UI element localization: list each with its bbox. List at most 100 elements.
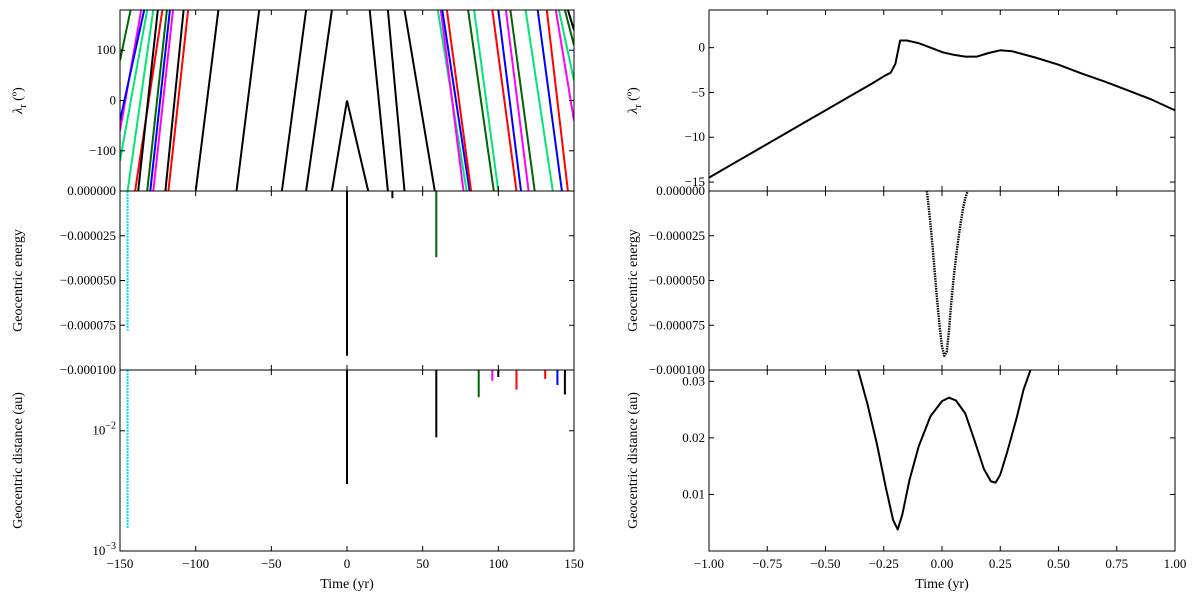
nominal-orbit-line-0 — [235, 10, 261, 191]
clone-orbit-line-21 — [524, 10, 554, 191]
x-tick-label: 50 — [416, 556, 429, 571]
right-distance-plot-area — [857, 370, 1032, 531]
y-tick-label: −0.000100 — [649, 362, 705, 377]
y-tick-label: 0.03 — [682, 373, 705, 388]
right-lambda-panel: 0 −5 −10 −15 λr (º) — [626, 9, 1176, 192]
left-distance-plot-area — [126, 370, 566, 529]
clone-orbit-line-14 — [445, 10, 473, 191]
x-tick-label: 0.50 — [1047, 556, 1070, 571]
right-column-plots: 0 −5 −10 −15 λr (º) 0.000000 −0.000025 −0.00005… — [626, 9, 1187, 592]
x-tick-label: 1.00 — [1164, 556, 1187, 571]
x-tick-label: −150 — [107, 556, 134, 571]
clone-orbit-line-15 — [467, 10, 495, 191]
left-lambda-panel: 100 0 −100 λr (º) — [11, 9, 575, 192]
left-column-plots: 100 0 −100 λr (º) 0.000000 −0.000025 −0.000050… — [11, 9, 584, 592]
clone-orbit-line-10 — [167, 10, 190, 191]
clone-orbit-line-23 — [545, 10, 569, 191]
left-xlabel: Time (yr) — [320, 577, 374, 592]
clone-orbit-line-4 — [126, 10, 155, 191]
nominal-orbit-line-8 — [403, 10, 436, 191]
right-lambda-ylabel: λr (º) — [626, 87, 644, 115]
right-distance-panel: 0.01 0.02 0.03 Geocentric distance (au) — [626, 369, 1176, 552]
nominal-orbit-line-2 — [305, 10, 333, 191]
right-distance-series-line — [857, 370, 1032, 531]
nominal-orbit-line-7 — [368, 10, 389, 191]
y-tick-label: −5 — [691, 84, 705, 99]
clone-orbit-line-12 — [439, 10, 465, 191]
right-energy-ylabel: Geocentric energy — [626, 229, 641, 332]
clone-orbit-line-18 — [497, 10, 522, 191]
left-distance-panel: 10−2 10−3 Geocentric distance (au) — [11, 369, 575, 558]
right-xlabel: Time (yr) — [915, 577, 969, 592]
right-distance-ylabel: Geocentric distance (au) — [626, 392, 641, 529]
left-distance-ylabel: Geocentric distance (au) — [11, 392, 26, 529]
x-tick-label: 0 — [344, 556, 351, 571]
y-tick-label: 10−2 — [92, 421, 116, 438]
y-tick-label: 0 — [110, 93, 117, 108]
clone-orbit-line-17 — [491, 10, 518, 191]
nominal-orbit-line-9 — [386, 10, 406, 191]
x-tick-label: 0.25 — [989, 556, 1012, 571]
y-tick-label: −0.000050 — [649, 273, 705, 288]
x-tick-label: −1.00 — [694, 556, 724, 571]
nominal-orbit-line-5 — [330, 100, 348, 191]
y-tick-label: 0.000000 — [656, 183, 705, 198]
y-tick-label: −10 — [685, 129, 705, 144]
y-tick-label: −0.000100 — [60, 362, 116, 377]
clone-orbit-line-2 — [120, 10, 146, 121]
right-energy-plot-area — [925, 191, 969, 357]
left-energy-ylabel: Geocentric energy — [11, 229, 26, 332]
clone-orbit-line-19 — [504, 10, 530, 191]
x-tick-label: 150 — [564, 556, 584, 571]
clone-orbit-line-22 — [536, 10, 563, 191]
clone-orbit-line-13 — [441, 10, 471, 191]
x-tick-label: 0.00 — [931, 556, 954, 571]
y-tick-label: −0.000025 — [649, 228, 705, 243]
y-tick-label: −15 — [685, 174, 705, 189]
clone-orbit-line-24 — [554, 10, 574, 121]
x-tick-label: −0.50 — [810, 556, 840, 571]
left-energy-panel: 0.000000 −0.000025 −0.000050 −0.000075 −0.00… — [11, 183, 575, 377]
clone-orbit-line-8 — [152, 10, 174, 191]
left-energy-plot-area — [126, 191, 438, 356]
clone-orbit-line-3 — [120, 10, 132, 61]
y-tick-label: 10−3 — [92, 541, 116, 558]
clone-orbit-line-7 — [149, 10, 171, 191]
clone-orbit-line-9 — [146, 10, 168, 191]
clone-orbit-line-20 — [509, 10, 536, 191]
y-tick-label: −0.000075 — [60, 317, 116, 332]
y-tick-label: 0.02 — [682, 430, 705, 445]
x-tick-label: −0.25 — [869, 556, 899, 571]
right-lambda-series-line — [709, 39, 1175, 179]
right-lambda-plot-area — [709, 39, 1175, 179]
nominal-orbit-line-6 — [346, 100, 370, 191]
clone-orbit-line-0 — [120, 10, 149, 161]
x-tick-label: −0.75 — [752, 556, 782, 571]
nominal-orbit-line-1 — [280, 10, 308, 191]
left-lambda-ylabel: λr (º) — [11, 87, 29, 115]
nominal-orbit-line-3 — [194, 10, 220, 191]
y-tick-label: −0.000050 — [60, 273, 116, 288]
x-tick-label: 0.75 — [1105, 556, 1128, 571]
y-tick-label: 0.000000 — [67, 183, 116, 198]
x-tick-label: −50 — [261, 556, 281, 571]
clone-orbit-line-27 — [566, 10, 574, 31]
clone-orbit-line-16 — [473, 10, 500, 191]
y-tick-label: −0.000025 — [60, 228, 116, 243]
nominal-orbit-line-4 — [164, 10, 185, 191]
y-tick-label: 0.01 — [682, 486, 705, 501]
x-tick-label: 100 — [489, 556, 509, 571]
clone-orbit-line-6 — [137, 10, 159, 191]
y-tick-label: −100 — [89, 143, 116, 158]
y-tick-label: 0 — [699, 40, 706, 55]
right-distance-frame — [708, 369, 1176, 552]
clone-orbit-line-25 — [557, 10, 574, 81]
y-tick-label: −0.000075 — [649, 317, 705, 332]
clone-orbit-line-26 — [563, 10, 574, 46]
right-lambda-frame — [708, 9, 1176, 192]
y-tick-label: 100 — [97, 42, 117, 57]
left-lambda-plot-area — [120, 10, 574, 191]
right-energy-series-line — [925, 191, 969, 357]
x-tick-label: −100 — [182, 556, 209, 571]
